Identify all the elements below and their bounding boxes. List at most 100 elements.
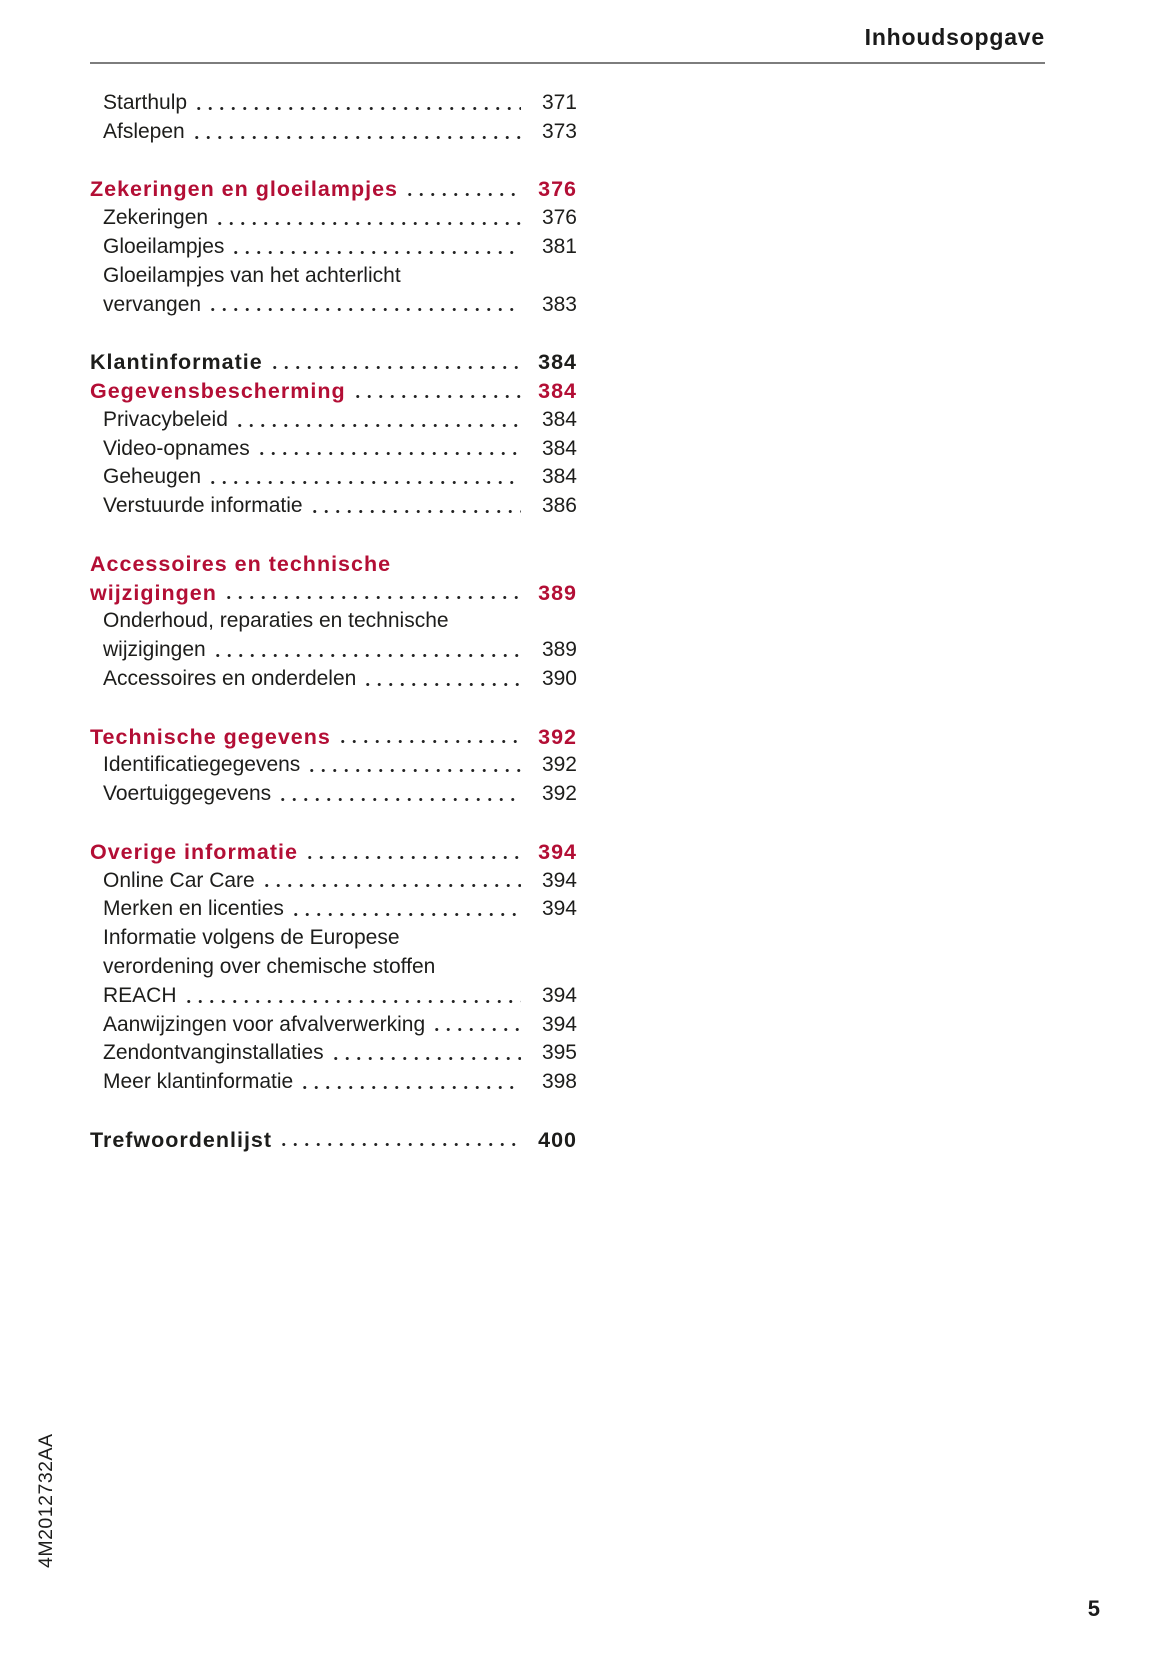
dot-leader xyxy=(190,117,521,147)
toc-entry-label: Overige informatie xyxy=(90,839,298,864)
dot-leader xyxy=(406,924,521,953)
toc-entry-label: Voertuiggegevens xyxy=(103,782,272,806)
dot-leader xyxy=(306,751,521,781)
dot-leader xyxy=(299,1068,521,1097)
toc-entry: Online Car Care 394 xyxy=(90,866,577,896)
toc-entry-page: 392 xyxy=(538,724,577,749)
toc-entry-label: Aanwijzingen voor afvalverwerking xyxy=(103,1012,426,1036)
toc-entry-page: 373 xyxy=(541,119,577,143)
toc-entry: Geheugen 384 xyxy=(90,463,577,493)
toc-entry-page: 394 xyxy=(541,983,577,1007)
toc-entry: Aanwijzingen voor afvalverwerking 394 xyxy=(90,1010,577,1040)
dot-leader xyxy=(214,204,521,233)
toc-entry: wijzigingen 389 xyxy=(90,578,577,608)
dot-leader xyxy=(207,290,521,320)
toc-entry: REACH 394 xyxy=(90,981,577,1011)
header-rule xyxy=(90,62,1045,64)
dot-leader xyxy=(397,550,521,579)
toc-entry-label: Accessoires en technische xyxy=(90,551,392,576)
dot-leader xyxy=(182,981,521,1011)
toc-entry-label: Klantinformatie xyxy=(90,350,263,375)
toc-entry: Overige informatie 394 xyxy=(90,837,577,867)
toc-entry: wijzigingen 389 xyxy=(90,636,577,665)
toc-entry: Afslepen 373 xyxy=(90,117,577,147)
dot-leader xyxy=(303,837,521,867)
toc-entry-label: Starthulp xyxy=(103,91,188,114)
toc-entry-page: 383 xyxy=(541,292,577,316)
toc-entry: Accessoires en onderdelen 390 xyxy=(90,664,577,694)
toc-entry-page: 384 xyxy=(541,407,577,431)
toc-entry-label: Verstuurde informatie xyxy=(103,494,303,518)
toc-entry: Zendontvanginstallaties 395 xyxy=(90,1039,577,1069)
toc-entry-label: Merken en licenties xyxy=(103,897,284,921)
toc-entry-label: wijzigingen xyxy=(90,580,217,605)
toc-entry-label: Onderhoud, reparaties en technische xyxy=(103,609,449,633)
toc-entry-label: vervangen xyxy=(103,292,202,316)
dot-leader xyxy=(193,89,521,118)
page-number: 5 xyxy=(1087,1596,1100,1621)
toc-entry-page: 376 xyxy=(541,206,577,230)
toc-entry-page: 390 xyxy=(541,666,577,690)
toc-entry-label: Gloeilampjes van het achterlicht xyxy=(103,263,401,287)
toc-entry-label: Accessoires en onderdelen xyxy=(103,666,357,690)
toc-entry-label: REACH xyxy=(103,983,177,1007)
dot-leader xyxy=(329,1039,521,1069)
toc-entry-page: 384 xyxy=(541,436,577,460)
dot-leader xyxy=(351,376,521,406)
toc-entry: Gloeilampjes van het achterlicht xyxy=(90,262,577,291)
toc-entry: verordening over chemische stoffen xyxy=(90,953,577,982)
page-header-title: Inhoudsopgave xyxy=(864,24,1045,50)
toc-entry-page: 394 xyxy=(541,868,577,892)
toc-entry-page: 384 xyxy=(541,465,577,489)
toc-entry-label: Zendontvanginstallaties xyxy=(103,1041,324,1065)
toc-list: Starthulp 371 Afslepen 373 Zekeringen en glo… xyxy=(90,89,577,1155)
toc-entry-page: 384 xyxy=(538,378,577,403)
toc-entry-label: Privacybeleid xyxy=(103,407,228,431)
toc-entry: Informatie volgens de Europese xyxy=(90,924,577,953)
toc-entry-label: Geheugen xyxy=(103,465,202,489)
toc-entry-page: 400 xyxy=(538,1127,577,1152)
toc-entry: Zekeringen en gloeilampjes 376 xyxy=(90,175,577,205)
toc-entry: Verstuurde informatie 386 xyxy=(90,492,577,521)
toc-entry-page: 386 xyxy=(541,494,577,518)
dot-leader xyxy=(230,232,521,262)
toc-entry-label: Zekeringen en gloeilampjes xyxy=(90,177,398,202)
toc-entry-label: Technische gegevens xyxy=(90,724,331,749)
toc-entry-page: 394 xyxy=(541,1012,577,1036)
toc-entry: Starthulp 371 xyxy=(90,89,577,118)
toc-entry-label: Meer klantinformatie xyxy=(103,1070,294,1094)
toc-entry: vervangen 383 xyxy=(90,290,577,320)
toc-entry: Merken en licenties 394 xyxy=(90,895,577,925)
toc-entry-page: 371 xyxy=(541,91,577,114)
toc-entry: Meer klantinformatie 398 xyxy=(90,1068,577,1097)
toc-entry-page: 392 xyxy=(541,782,577,806)
dot-leader xyxy=(255,434,521,464)
toc-entry-label: Zekeringen xyxy=(103,206,209,230)
dot-leader xyxy=(278,1125,521,1155)
dot-leader xyxy=(211,636,521,665)
toc-entry-label: Trefwoordenlijst xyxy=(90,1127,273,1152)
dot-leader xyxy=(407,262,521,291)
toc-entry: Voertuiggegevens 392 xyxy=(90,780,577,809)
document-code: 4M2012732AA xyxy=(35,1433,57,1568)
toc-entry: Klantinformatie 384 xyxy=(90,348,577,377)
toc-entry-page: 398 xyxy=(541,1070,577,1094)
toc-entry: Zekeringen 376 xyxy=(90,204,577,233)
toc-entry: Video-opnames 384 xyxy=(90,434,577,464)
toc-entry-label: Online Car Care xyxy=(103,868,255,892)
toc-entry-page: 392 xyxy=(541,753,577,777)
dot-leader xyxy=(289,895,521,925)
dot-leader xyxy=(260,866,521,896)
dot-leader xyxy=(403,175,521,205)
dot-leader xyxy=(207,463,521,493)
toc-entry-label: Gegevensbescherming xyxy=(90,378,346,403)
dot-leader xyxy=(441,953,521,982)
toc-entry-page: 376 xyxy=(538,177,577,202)
toc-entry: Technische gegevens 392 xyxy=(90,722,577,752)
toc-entry: Onderhoud, reparaties en technische xyxy=(90,607,577,636)
dot-leader xyxy=(336,722,521,752)
dot-leader xyxy=(308,492,521,521)
dot-leader xyxy=(268,348,521,377)
dot-leader xyxy=(431,1010,521,1040)
toc-entry-page: 394 xyxy=(538,839,577,864)
